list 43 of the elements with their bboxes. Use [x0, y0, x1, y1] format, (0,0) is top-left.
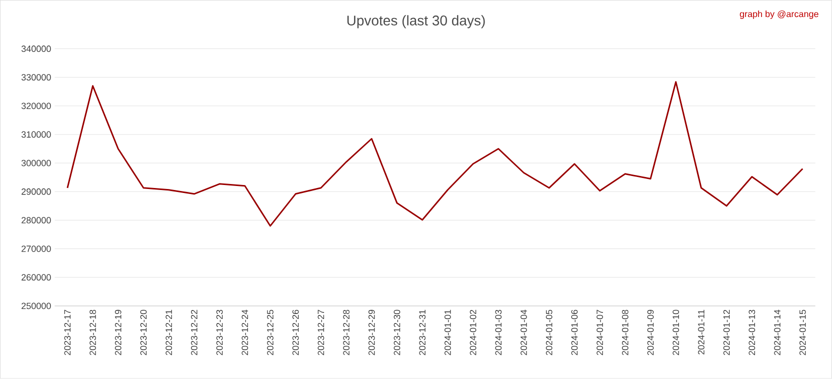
x-tick-label: 2024-01-05 [546, 310, 552, 356]
text: graph by @arcange [740, 10, 818, 20]
y-tick-label: 330000 [22, 74, 51, 81]
chart-title: Upvotes (last 30 days) [347, 15, 485, 28]
x-tick-label: 2024-01-11 [698, 310, 704, 355]
x-tick-label: 2023-12-17 [64, 310, 71, 356]
y-tick-label: 290000 [22, 188, 51, 195]
x-tick-label: 2024-01-15 [799, 310, 806, 356]
x-tick-label: 2023-12-30 [394, 310, 400, 356]
y-tick-label: 300000 [22, 160, 51, 166]
x-tick-label: 2023-12-18 [90, 310, 96, 356]
x-tick-label: 2023-12-21 [166, 310, 172, 356]
x-tick-label: 2024-01-04 [520, 310, 527, 356]
y-tick-label: 340000 [22, 46, 51, 52]
x-tick-label: 2023-12-29 [368, 310, 375, 356]
x-tick-label: 2024-01-01 [444, 310, 451, 356]
x-tick-label: 2024-01-14 [774, 310, 780, 356]
y-tick-label: 320000 [22, 102, 51, 110]
y-tick-label: 280000 [22, 217, 51, 224]
x-tick-label: 2023-12-24 [242, 310, 248, 356]
x-tick-label: 2024-01-06 [571, 310, 578, 356]
x-tick-label: 2023-12-19 [114, 310, 122, 356]
x-tick-label: 2023-12-25 [267, 310, 274, 356]
x-tick-label: 2024-01-10 [672, 310, 680, 356]
y-tick-label: 270000 [22, 246, 51, 252]
x-tick-label: 2023-12-23 [216, 310, 223, 356]
x-tick-label: 2023-12-28 [343, 310, 350, 356]
x-tick-label: 2024-01-03 [495, 310, 502, 356]
x-tick-label: 2024-01-02 [470, 310, 476, 356]
x-tick-label: 2023-12-27 [318, 310, 324, 356]
y-tick-label: 250000 [22, 302, 51, 310]
x-tick-label: 2023-12-20 [140, 310, 147, 356]
line-series [66, 81, 804, 227]
x-tick-label: 2024-01-09 [647, 310, 654, 356]
x-tick-label: 2023-12-31 [419, 310, 426, 356]
x-tick-label: 2024-01-12 [723, 310, 730, 356]
x-tick-label: 2024-01-08 [622, 310, 628, 356]
x-tick-label: 2024-01-13 [748, 310, 756, 356]
x-tick-label: 2024-01-07 [596, 310, 603, 356]
y-tick-label: 310000 [22, 131, 51, 138]
y-tick-label: 260000 [22, 274, 51, 281]
x-tick-label: 2023-12-26 [292, 310, 299, 356]
x-tick-label: 2023-12-22 [190, 310, 198, 356]
